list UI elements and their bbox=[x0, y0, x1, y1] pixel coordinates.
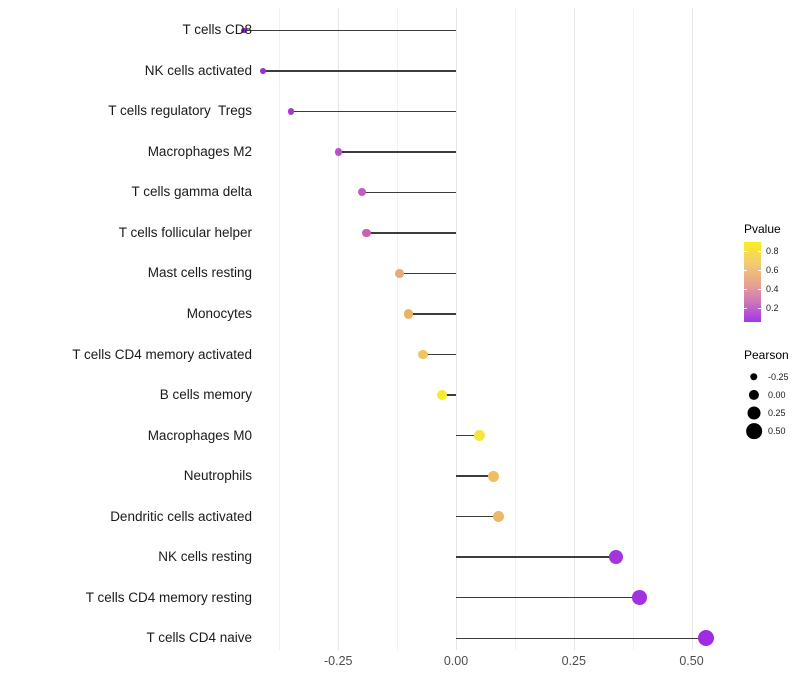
lollipop-stem bbox=[291, 110, 456, 113]
grid-major-line bbox=[573, 8, 575, 650]
data-point-dot bbox=[492, 511, 504, 523]
pearson-legend-entry: 0.25 bbox=[744, 404, 789, 422]
data-point-dot bbox=[260, 67, 266, 74]
grid-minor-line bbox=[279, 8, 281, 650]
grid-major-line bbox=[456, 8, 457, 650]
y-axis-label: Dendritic cells activated bbox=[110, 508, 252, 524]
pvalue-tick-notch-right bbox=[758, 270, 761, 271]
pearson-legend-label: 0.00 bbox=[768, 390, 786, 400]
pearson-legend-dot bbox=[750, 373, 758, 381]
grid-minor-line bbox=[514, 8, 516, 650]
pvalue-tick-notch-left bbox=[744, 251, 747, 252]
lollipop-stem bbox=[441, 394, 456, 396]
pearson-legend-entry: 0.00 bbox=[744, 386, 789, 404]
data-point-dot bbox=[609, 550, 624, 565]
lollipop-stem bbox=[408, 313, 456, 315]
data-point-dot bbox=[488, 470, 500, 482]
pvalue-tick-notch-left bbox=[744, 270, 747, 271]
y-axis-label: Neutrophils bbox=[183, 468, 252, 484]
grid-minor-line bbox=[632, 8, 634, 650]
x-axis-tick-label: 0.25 bbox=[561, 654, 586, 668]
pvalue-tick-label: 0.4 bbox=[766, 284, 779, 294]
x-axis-tick-label: 0.00 bbox=[443, 654, 469, 668]
pvalue-colorbar-wrap: 0.8 0.6 0.4 0.2 bbox=[744, 242, 779, 322]
pvalue-tick-label: 0.8 bbox=[766, 246, 779, 256]
y-axis-label: T cells gamma delta bbox=[131, 184, 252, 200]
lollipop-stem bbox=[456, 475, 494, 477]
data-point-dot bbox=[474, 430, 485, 441]
pearson-legend-dot bbox=[746, 423, 762, 439]
y-axis-label: T cells regulatory Tregs bbox=[108, 103, 252, 119]
data-point-dot bbox=[395, 269, 404, 278]
y-axis-label: Monocytes bbox=[186, 306, 252, 321]
y-axis-label: B cells memory bbox=[159, 387, 252, 403]
y-axis-label: T cells CD4 naive bbox=[146, 630, 252, 646]
lollipop-stem bbox=[361, 191, 456, 194]
pvalue-tick-notch-left bbox=[744, 308, 747, 309]
pearson-legend-label: 0.25 bbox=[768, 408, 786, 418]
data-point-dot bbox=[436, 390, 447, 400]
pvalue-colorbar-gradient bbox=[744, 242, 761, 322]
y-axis-label: Macrophages M2 bbox=[147, 143, 252, 159]
pvalue-legend-title: Pvalue bbox=[744, 222, 781, 236]
data-point-dot bbox=[404, 309, 414, 319]
data-point-dot bbox=[697, 630, 714, 647]
pearson-legend-entry: 0.50 bbox=[744, 422, 789, 440]
lollipop-stem bbox=[456, 556, 617, 558]
lollipop-stem bbox=[423, 353, 456, 356]
x-axis-tick-label: -0.25 bbox=[324, 654, 353, 668]
pvalue-legend: Pvalue 0.8 0.6 0.4 0.2 bbox=[744, 222, 781, 322]
pearson-legend-title: Pearson bbox=[744, 348, 789, 362]
pearson-legend-dot bbox=[748, 389, 760, 401]
data-point-dot bbox=[418, 349, 428, 360]
pearson-legend-label: 0.50 bbox=[768, 426, 786, 436]
lollipop-stem bbox=[338, 151, 456, 153]
pearson-legend-entry: -0.25 bbox=[744, 368, 789, 386]
data-point-dot bbox=[241, 27, 247, 33]
x-axis-tick-label: 0.50 bbox=[679, 654, 704, 668]
pvalue-tick-label: 0.6 bbox=[766, 265, 779, 275]
pvalue-tick-notch-right bbox=[758, 251, 761, 252]
pearson-legend: Pearson -0.25 0.00 0.25 0.50 bbox=[744, 348, 789, 440]
lollipop-stem bbox=[399, 272, 456, 275]
grid-major-line bbox=[691, 8, 693, 650]
lollipop-stem bbox=[456, 434, 480, 437]
pvalue-tick-label: 0.2 bbox=[766, 303, 779, 313]
y-axis-label: NK cells resting bbox=[158, 549, 252, 565]
plot-panel bbox=[222, 8, 730, 650]
y-axis-label: Mast cells resting bbox=[147, 265, 252, 281]
pvalue-tick-notch-right bbox=[758, 289, 761, 290]
data-point-dot bbox=[287, 108, 295, 115]
lollipop-stem bbox=[244, 29, 456, 32]
lollipop-stem bbox=[456, 596, 640, 599]
y-axis-label: T cells CD4 memory resting bbox=[85, 589, 252, 605]
y-axis-label: T cells CD4 memory activated bbox=[72, 346, 252, 362]
y-axis-label: Macrophages M0 bbox=[147, 427, 252, 443]
lollipop-stem bbox=[262, 70, 456, 72]
pvalue-tick-notch-left bbox=[744, 289, 747, 290]
data-point-dot bbox=[362, 228, 371, 237]
lollipop-stem bbox=[366, 232, 456, 234]
pvalue-tick-notch-right bbox=[758, 308, 761, 309]
data-point-dot bbox=[334, 148, 342, 156]
lollipop-stem bbox=[456, 637, 706, 639]
y-axis-label: T cells CD8 bbox=[182, 22, 252, 38]
pearson-legend-label: -0.25 bbox=[768, 372, 789, 382]
grid-major-line bbox=[338, 8, 340, 650]
grid-minor-line bbox=[397, 8, 399, 650]
data-point-dot bbox=[632, 590, 647, 605]
lollipop-stem bbox=[456, 515, 499, 518]
y-axis-label: NK cells activated bbox=[144, 62, 252, 78]
pearson-legend-dot bbox=[747, 406, 761, 420]
data-point-dot bbox=[357, 188, 366, 197]
y-axis-label: T cells follicular helper bbox=[118, 224, 252, 240]
